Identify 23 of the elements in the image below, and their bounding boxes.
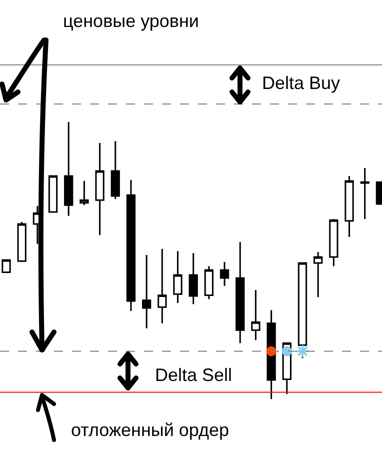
candlestick <box>344 175 354 238</box>
candlestick <box>251 289 260 341</box>
candlestick <box>48 175 58 213</box>
text: ценовые уровни <box>63 11 199 31</box>
candlestick <box>142 254 152 329</box>
candlestick <box>95 142 104 236</box>
candlestick <box>314 251 323 298</box>
candlestick <box>220 261 230 287</box>
candlestick <box>126 179 136 312</box>
candlestick <box>236 241 245 344</box>
candlestick <box>329 218 338 267</box>
candlestick <box>188 252 198 305</box>
candlestick <box>64 121 74 217</box>
candlestick <box>360 167 370 220</box>
candlestick <box>110 140 120 200</box>
candlestick <box>204 265 214 300</box>
candlestick <box>17 221 26 263</box>
annotation: Delta Sell <box>155 365 232 385</box>
candlestick <box>173 250 182 304</box>
candlestick <box>80 180 89 206</box>
candlestick <box>158 248 167 324</box>
text: Delta Buy <box>262 73 340 93</box>
text: отложенный ордер <box>71 420 230 440</box>
